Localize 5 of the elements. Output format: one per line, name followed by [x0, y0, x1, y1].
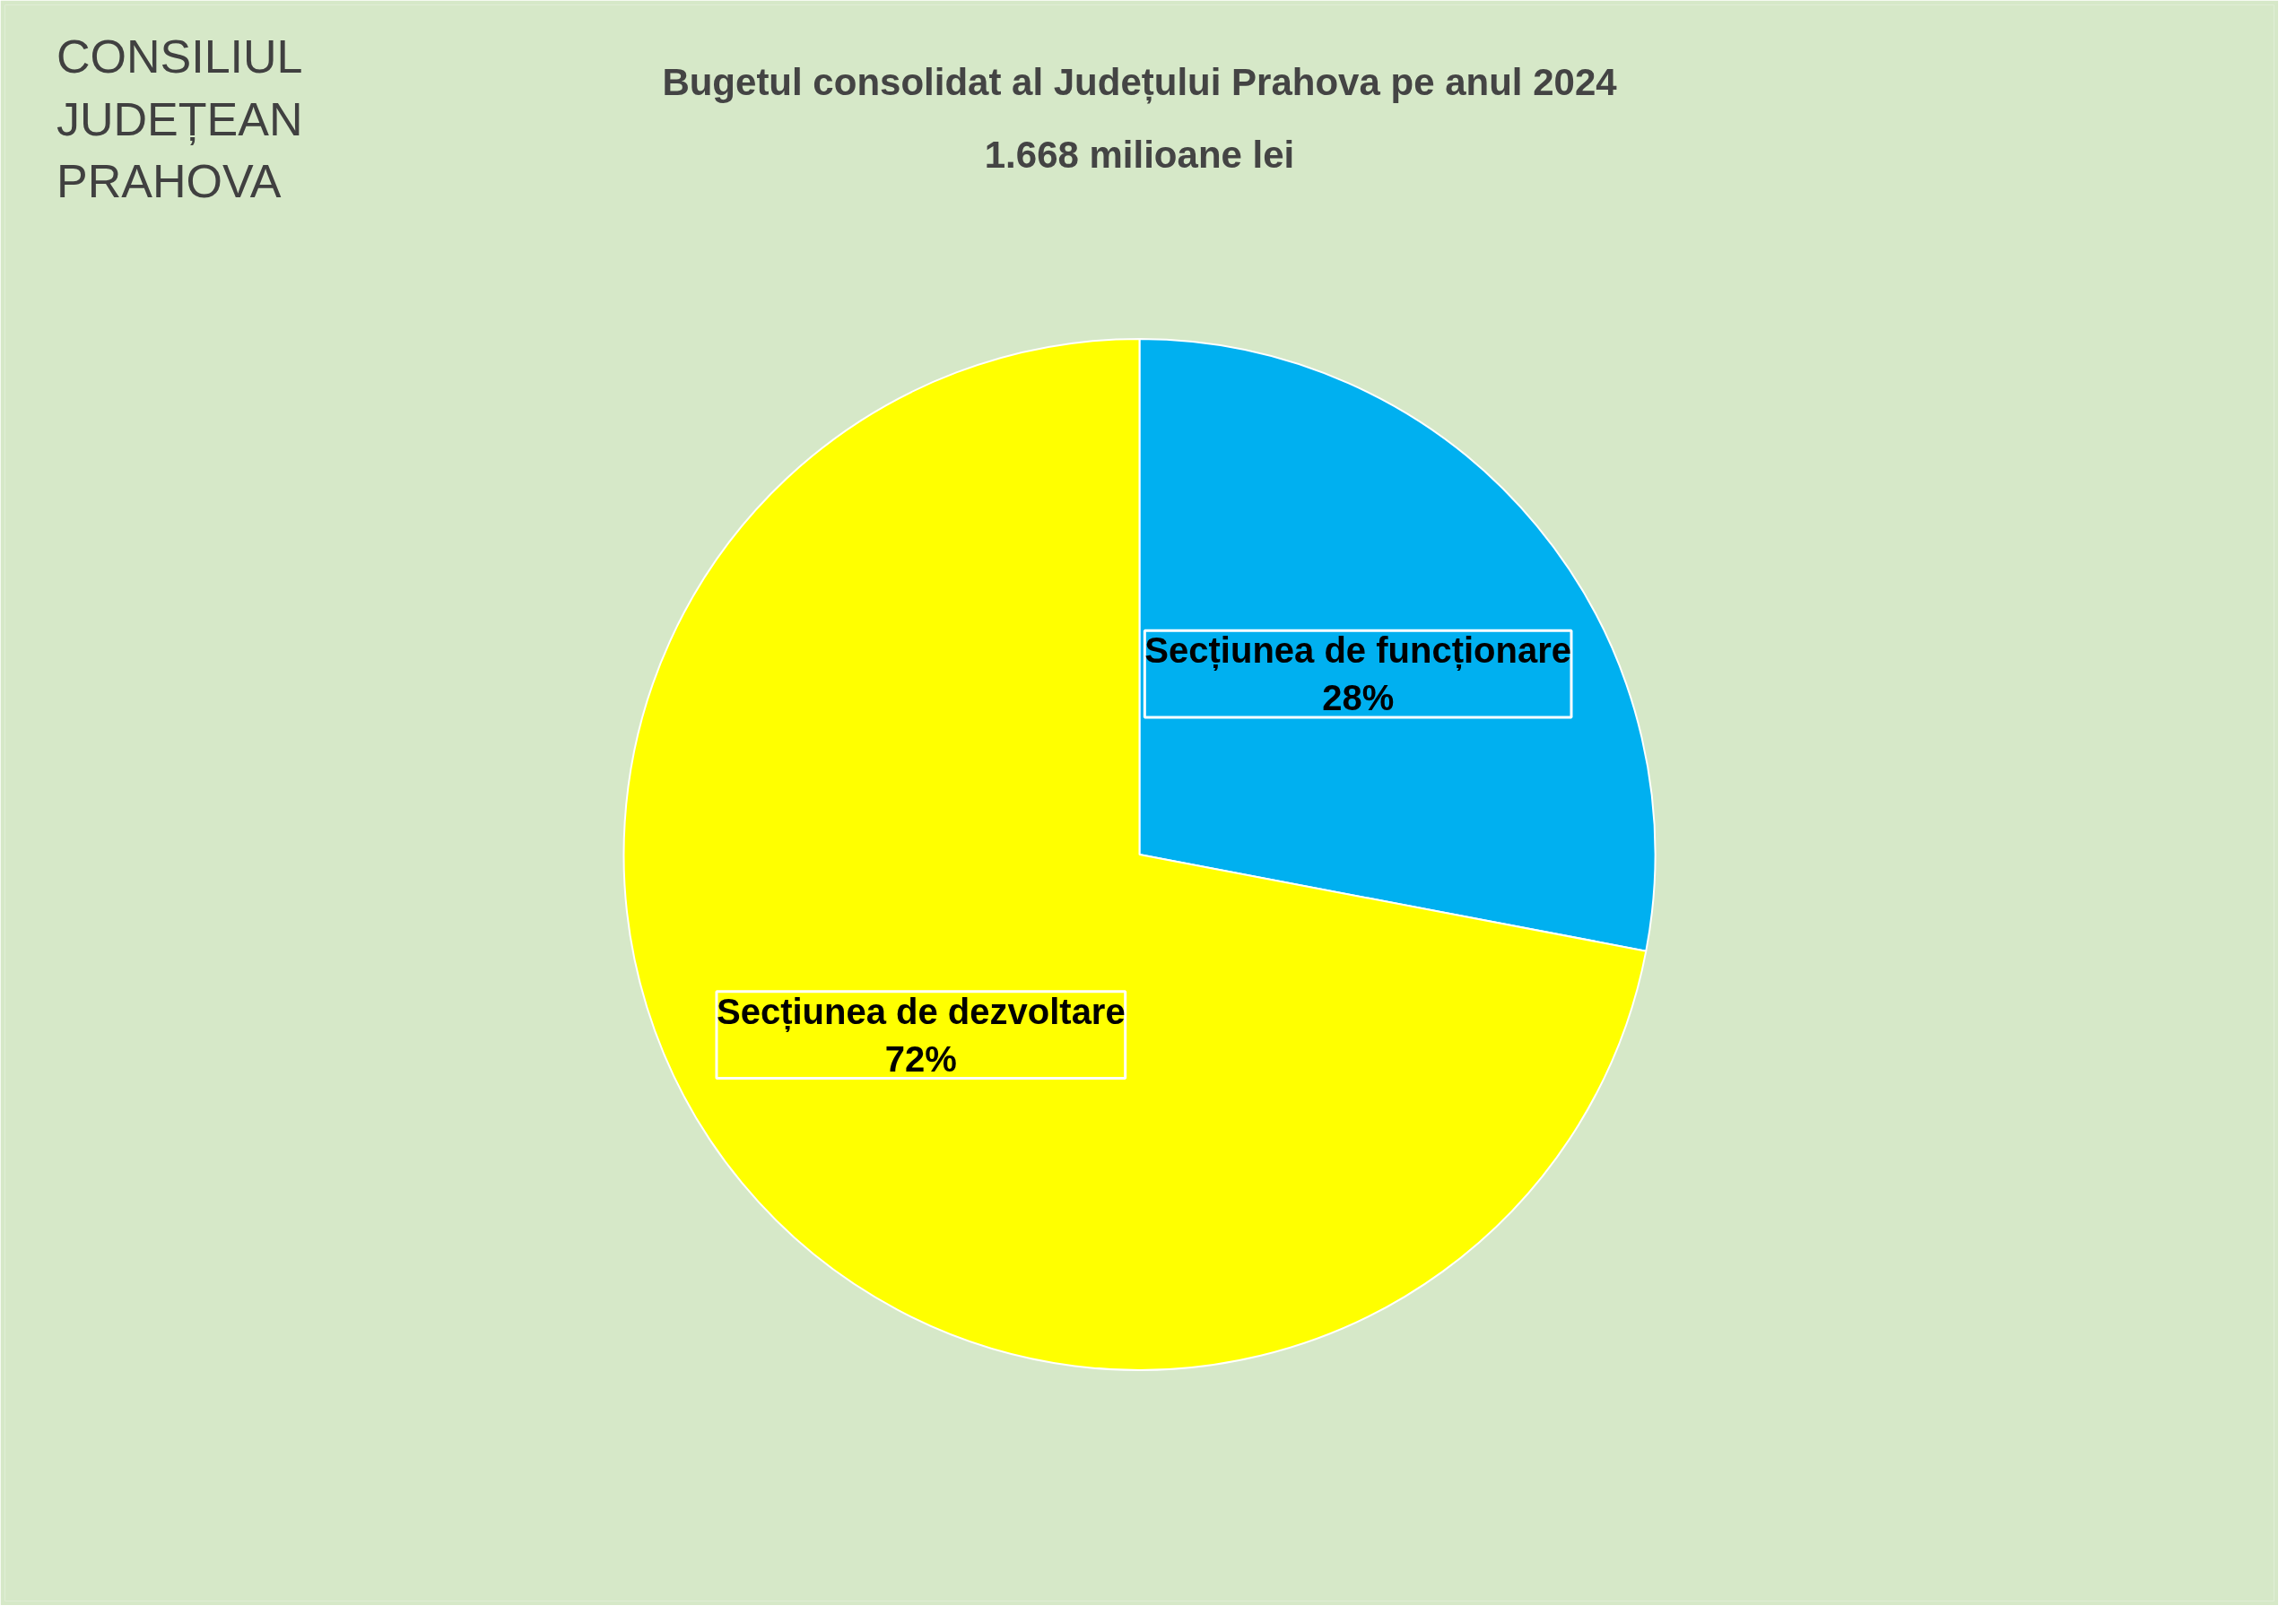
chart-title: Bugetul consolidat al Județului Prahova pe anul 2024: [662, 61, 1618, 105]
chart-subtitle: 1.668 milioane lei: [984, 133, 1295, 176]
text: CONSILIUL JUDEȚEAN PRAHOVA: [57, 30, 303, 208]
data-label: 72%: [884, 1038, 957, 1079]
data-label: 28%: [1322, 678, 1395, 718]
